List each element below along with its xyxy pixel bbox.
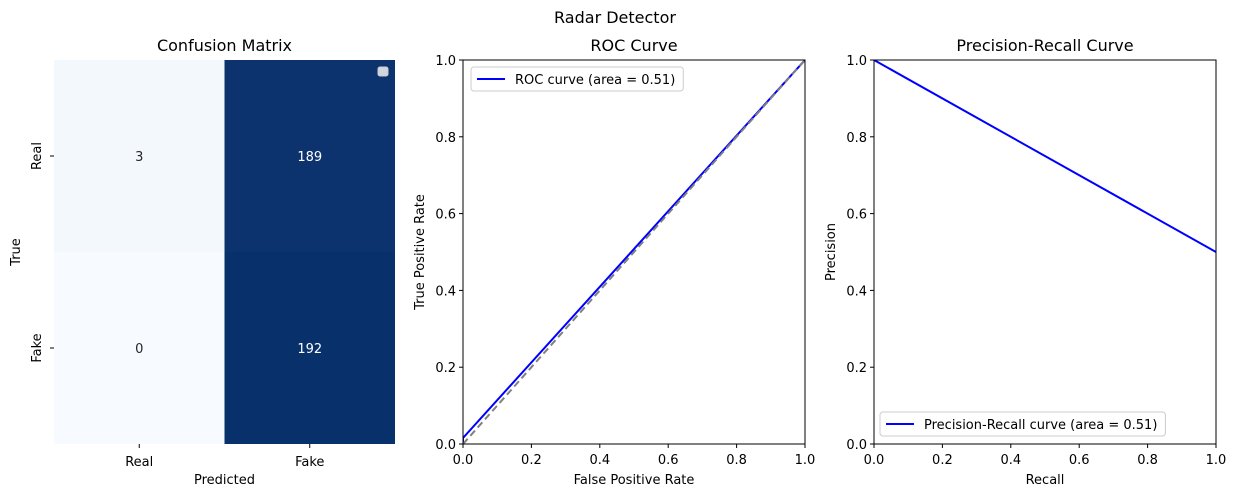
heatmap-cell	[54, 60, 225, 252]
pr-series-line	[874, 60, 1216, 253]
heatmap-cell	[224, 252, 395, 444]
x-tick-label: 0.4	[589, 453, 610, 468]
x-tick-label: Real	[125, 455, 153, 470]
x-tick-label: 0.8	[1137, 453, 1158, 468]
y-tick-label: 0.6	[846, 208, 867, 223]
cm-x-axis-label: Predicted	[194, 473, 255, 488]
pr-x-axis-label: Recall	[1026, 473, 1065, 488]
y-tick-label: 0.6	[435, 208, 456, 223]
legend-frame	[470, 66, 684, 92]
legend-frame	[377, 66, 389, 77]
cm-title: Confusion Matrix	[157, 36, 292, 55]
roc-x-axis-label: False Positive Rate	[574, 473, 695, 488]
heatmap-cell-value: 3	[135, 150, 143, 165]
heatmap-cell-value: 192	[297, 342, 322, 357]
legend-entry-label: Precision-Recall curve (area = 0.51)	[924, 418, 1157, 433]
y-tick-label: 0.8	[435, 131, 456, 146]
heatmap-cell	[54, 252, 225, 444]
x-tick-label: Fake	[295, 455, 324, 470]
y-tick-label: 0.0	[435, 438, 456, 453]
x-tick-label: 0.2	[932, 453, 953, 468]
x-tick-label: 0.2	[521, 453, 542, 468]
heatmap-cell	[224, 60, 395, 252]
cm-legend	[377, 66, 389, 77]
x-tick-label: 0.6	[658, 453, 679, 468]
precision-recall-panel: Precision-Recall Curve 0.0 0.2 0.4 0.6 0.8 1.0…	[824, 36, 1226, 488]
y-tick-label: 0.0	[846, 438, 867, 453]
x-tick-label: 0.0	[864, 453, 885, 468]
y-tick-label: 0.4	[435, 284, 456, 299]
y-tick-label: 0.2	[846, 361, 867, 376]
y-tick-label: Fake	[30, 333, 45, 362]
pr-title: Precision-Recall Curve	[956, 36, 1133, 55]
roc-y-axis-label: True Positive Rate	[413, 194, 428, 311]
cm-y-axis-label: True	[9, 238, 24, 267]
legend-entry-label: ROC curve (area = 0.51)	[515, 73, 675, 88]
confusion-matrix-panel: Confusion Matrix 3 189 0 192 Real Fake Real Fake…	[9, 36, 395, 488]
roc-curve-panel: ROC Curve 0.0 0.2 0.4 0.6 0.8 1.0 0.0 0.2 0.4 0.6 0…	[413, 36, 815, 488]
pr-axes-frame	[873, 59, 1217, 445]
x-tick-label: 0.8	[726, 453, 747, 468]
y-tick-label: 0.2	[435, 361, 456, 376]
x-tick-label: 1.0	[795, 453, 816, 468]
x-tick-label: 0.6	[1069, 453, 1090, 468]
x-tick-label: 1.0	[1206, 453, 1227, 468]
y-tick-label: 0.8	[846, 131, 867, 146]
y-tick-label: Real	[30, 142, 45, 170]
heatmap-cell-value: 0	[135, 342, 143, 357]
pr-y-axis-label: Precision	[824, 223, 839, 281]
pr-legend: Precision-Recall curve (area = 0.51)	[879, 411, 1166, 437]
y-tick-label: 0.4	[846, 284, 867, 299]
heatmap-cell-value: 189	[297, 150, 322, 165]
x-tick-label: 0.0	[453, 453, 474, 468]
legend-frame	[879, 411, 1166, 437]
roc-plot-area	[463, 60, 805, 444]
roc-legend: ROC curve (area = 0.51)	[470, 66, 684, 92]
roc-axes-frame	[462, 59, 806, 445]
roc-title: ROC Curve	[590, 36, 677, 55]
y-tick-label: 1.0	[846, 54, 867, 69]
x-tick-label: 0.4	[1000, 453, 1021, 468]
pr-plot-area	[874, 60, 1216, 253]
roc-diagonal-reference-line	[463, 60, 805, 444]
figure-suptitle: Radar Detector	[554, 8, 676, 27]
y-tick-label: 1.0	[435, 54, 456, 69]
roc-series-line	[463, 60, 805, 444]
